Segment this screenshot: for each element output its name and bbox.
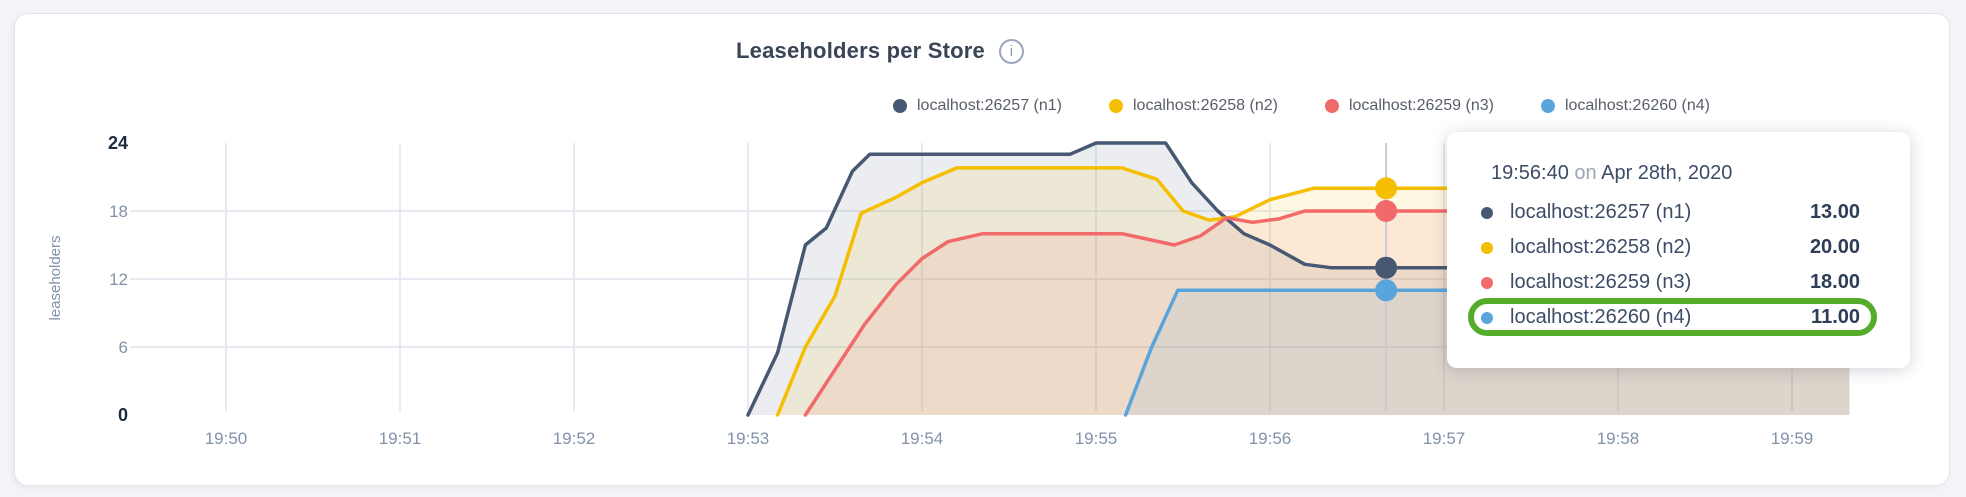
series-line <box>775 166 1852 417</box>
x-tick-label: 19:51 <box>379 429 422 448</box>
chart-header: Leaseholders per Store i <box>0 38 1760 64</box>
legend-label: localhost:26260 (n4) <box>1564 97 1710 114</box>
x-tick-label: 19:55 <box>1075 429 1118 448</box>
tooltip-series-label: localhost:26259 (n3) <box>1510 271 1692 293</box>
tooltip-row-n2: localhost:26258 (n2) 20.00 <box>1481 230 1860 265</box>
tooltip-series-label: localhost:26257 (n1) <box>1510 201 1692 223</box>
x-tick-label: 19:52 <box>553 429 596 448</box>
tooltip-series-value: 18.00 <box>1809 271 1860 293</box>
y-tick-label: 6 <box>119 338 128 357</box>
series-dot-icon <box>893 99 907 113</box>
hover-point <box>1375 177 1398 200</box>
series-line <box>803 209 1852 417</box>
x-tick-label: 19:57 <box>1423 429 1466 448</box>
y-tick-label: 18 <box>109 202 128 221</box>
series-dot-icon <box>1540 99 1555 113</box>
hover-point <box>1375 200 1398 222</box>
tooltip-date: Apr 28th, 2020 <box>1601 162 1733 184</box>
legend-label: localhost:26258 (n2) <box>1132 97 1278 114</box>
y-tick-label: 0 <box>118 405 128 425</box>
legend-item-n2[interactable]: localhost:26258 (n2) <box>1108 97 1278 115</box>
x-tick-label: 19:56 <box>1249 429 1292 448</box>
tooltip-series-value: 11.00 <box>1811 306 1860 328</box>
hover-point <box>1375 256 1398 279</box>
y-tick-label: 12 <box>109 270 128 289</box>
legend-item-n3[interactable]: localhost:26259 (n3) <box>1324 97 1494 115</box>
series-dot-icon <box>1481 311 1493 324</box>
tooltip-preposition: on <box>1574 162 1597 184</box>
x-tick-label: 19:54 <box>901 429 944 448</box>
legend-label: localhost:26259 (n3) <box>1348 97 1494 114</box>
tooltip-series-label: localhost:26258 (n2) <box>1510 236 1692 258</box>
legend-item-n4[interactable]: localhost:26260 (n4) <box>1540 97 1710 115</box>
series-dot-icon <box>1481 206 1493 219</box>
hover-tooltip: 19:56:40 on Apr 28th, 2020 localhost:262… <box>1447 132 1910 368</box>
tooltip-time: 19:56:40 <box>1491 162 1569 184</box>
x-tick-label: 19:53 <box>727 429 770 448</box>
legend-label: localhost:26257 (n1) <box>917 97 1062 114</box>
tooltip-row-n4-highlighted: localhost:26260 (n4) 11.00 <box>1468 298 1877 336</box>
legend: localhost:26257 (n1) localhost:26258 (n2… <box>893 97 1710 115</box>
series-dot-icon <box>1481 241 1493 254</box>
legend-item-n1[interactable]: localhost:26257 (n1) <box>893 97 1062 115</box>
tooltip-row-n1: localhost:26257 (n1) 13.00 <box>1481 195 1860 230</box>
series-dot-icon <box>1108 99 1123 113</box>
x-tick-label: 19:50 <box>205 429 248 448</box>
y-tick-label: 24 <box>108 133 128 153</box>
tooltip-timestamp: 19:56:40 on Apr 28th, 2020 <box>1491 162 1860 185</box>
series-dot-icon <box>1324 99 1339 113</box>
series-line <box>746 141 1852 417</box>
x-tick-label: 19:59 <box>1771 429 1814 448</box>
tooltip-series-value: 13.00 <box>1809 201 1860 223</box>
tooltip-row-n3: localhost:26259 (n3) 18.00 <box>1481 265 1860 300</box>
y-axis-title: leaseholders <box>47 235 64 320</box>
tooltip-series-value: 20.00 <box>1809 236 1860 258</box>
info-icon[interactable]: i <box>998 38 1024 64</box>
x-tick-label: 19:58 <box>1597 429 1640 448</box>
series-dot-icon <box>1481 276 1493 289</box>
tooltip-series-label: localhost:26260 (n4) <box>1510 306 1692 328</box>
hover-point <box>1375 279 1398 302</box>
chart-title: Leaseholders per Store <box>736 38 985 63</box>
